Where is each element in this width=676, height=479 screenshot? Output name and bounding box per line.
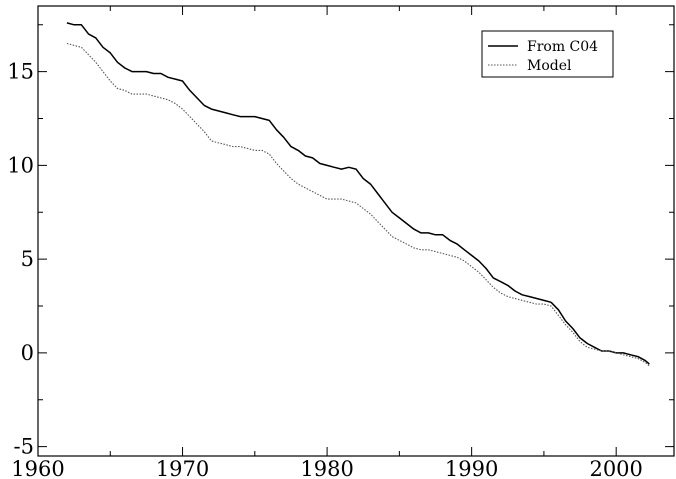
x-tick-label: 1990 <box>445 457 498 479</box>
axis-ticks: 1960 1970 1980 1990 2000 -5 0 5 10 15 <box>7 6 674 479</box>
y-tick-label: 5 <box>21 247 34 271</box>
legend-box <box>481 30 614 78</box>
legend-label-from-c04: From C04 <box>527 39 598 55</box>
x-tick-label: 1970 <box>156 457 209 479</box>
y-tick-label: 10 <box>7 153 34 177</box>
series-line-from-c04 <box>66 22 650 365</box>
plot-frame <box>37 5 675 457</box>
y-tick-label: 15 <box>7 60 34 84</box>
x-tick-label: 1980 <box>300 457 353 479</box>
y-tick-label: 0 <box>21 341 34 365</box>
legend: From C04 Model <box>481 30 614 78</box>
series-layer <box>66 22 650 367</box>
legend-label-model: Model <box>527 58 572 74</box>
series-line-model <box>66 42 650 367</box>
x-tick-label: 1960 <box>11 457 64 479</box>
x-tick-label: 2000 <box>589 457 642 479</box>
y-tick-label: -5 <box>14 435 34 459</box>
